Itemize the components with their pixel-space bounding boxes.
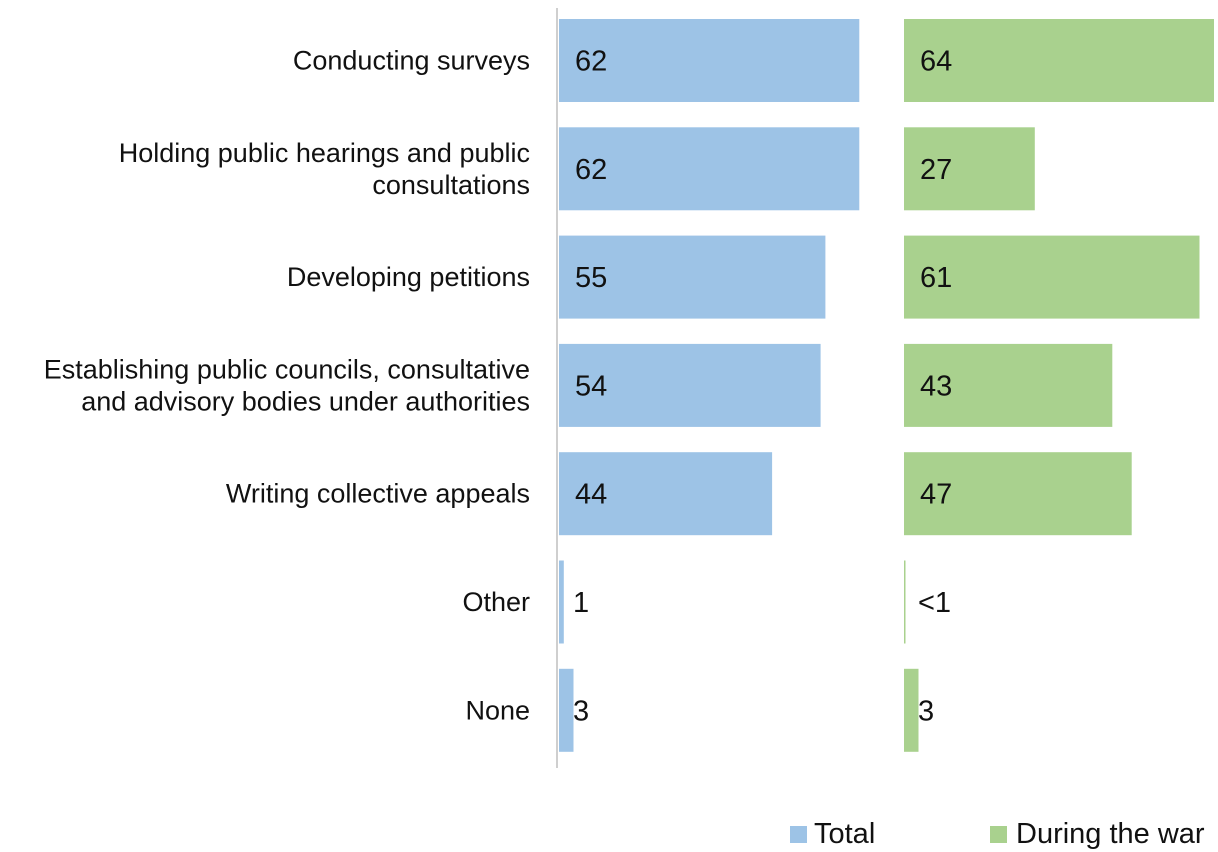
bar-during-war: [904, 127, 1035, 211]
value-label: 64: [920, 46, 952, 78]
value-label: 61: [920, 262, 952, 294]
bar-during-war: [904, 452, 1132, 536]
bar-total: [559, 560, 564, 644]
value-label: 62: [575, 154, 607, 186]
category-label: Establishing public councils, consultati…: [44, 354, 530, 416]
bar-during-war: [904, 560, 906, 644]
bar-total: [559, 668, 574, 752]
bar-during-war: [904, 343, 1113, 427]
value-label: 62: [575, 46, 607, 78]
bar-during-war: [904, 235, 1200, 319]
category-label: None: [465, 695, 530, 725]
bar-during-war: [904, 668, 919, 752]
value-label: 54: [575, 370, 607, 402]
value-label: 3: [918, 695, 934, 727]
value-label: 44: [575, 479, 607, 511]
value-label: 55: [575, 262, 607, 294]
bar-total: [559, 19, 860, 102]
value-label: 47: [920, 479, 952, 511]
labels-layer: Conducting surveys 62 64 Holding public hea…: [44, 46, 953, 728]
category-label: Developing petitions: [287, 262, 530, 292]
category-label: Conducting surveys: [293, 46, 530, 76]
legend: Total During the war: [790, 818, 1205, 850]
bar-total: [559, 235, 826, 319]
value-label: 27: [920, 154, 952, 186]
bar-total: [559, 343, 821, 427]
category-label: Writing collective appeals: [226, 479, 530, 509]
legend-swatch: [790, 826, 807, 843]
bars-layer: [559, 19, 1214, 752]
bar-total: [559, 452, 773, 536]
value-label: <1: [918, 587, 951, 619]
category-label: Holding public hearings and public consul…: [119, 138, 530, 200]
value-label: 3: [573, 695, 589, 727]
legend-label: Total: [814, 818, 875, 850]
bar-total: [559, 127, 860, 211]
value-label: 43: [920, 370, 952, 402]
value-label: 1: [573, 587, 589, 619]
bar-during-war: [904, 19, 1214, 102]
category-label: Other: [462, 587, 530, 617]
legend-swatch: [990, 826, 1007, 843]
legend-label: During the war: [1016, 818, 1205, 850]
